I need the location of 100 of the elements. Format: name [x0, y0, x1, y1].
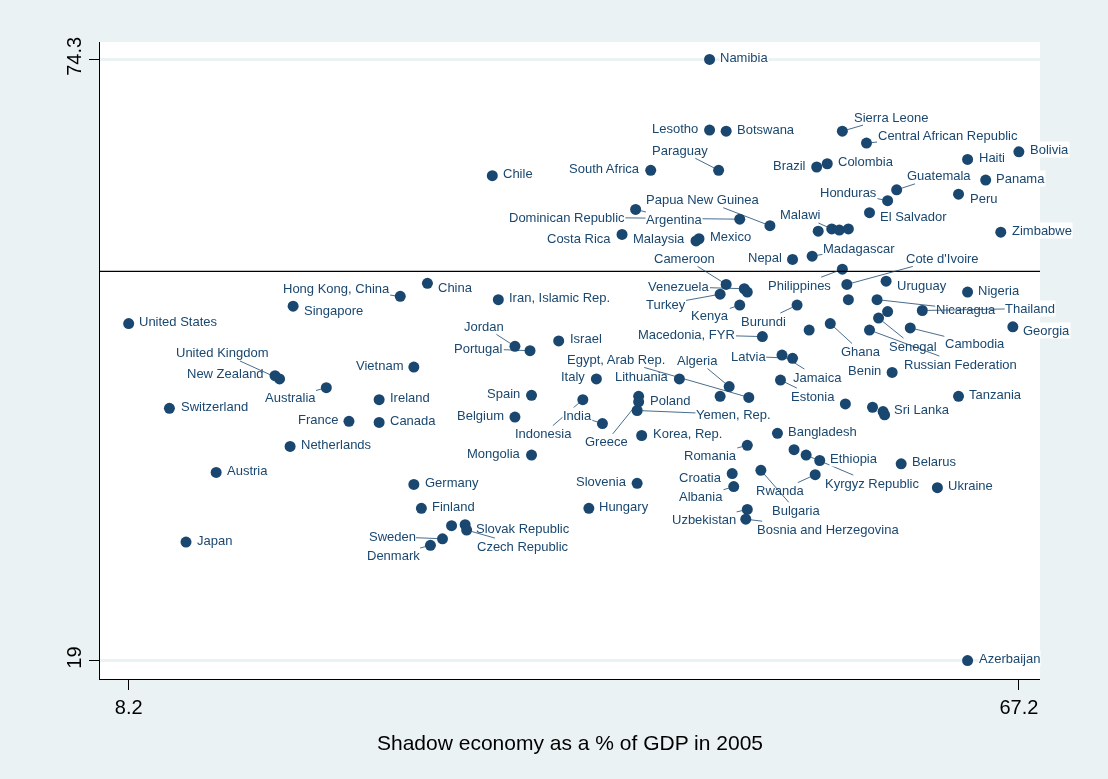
data-label: Nepal: [748, 250, 783, 265]
data-label: Guatemala: [907, 168, 972, 183]
data-label: Latvia: [731, 349, 767, 364]
data-label: Mexico: [710, 229, 752, 244]
data-label: Rwanda: [756, 483, 805, 498]
data-label: Hungary: [599, 499, 649, 514]
data-label: Iran, Islamic Rep.: [509, 290, 611, 305]
data-label: Macedonia, FYR: [638, 327, 735, 342]
data-label: United States: [139, 314, 218, 329]
data-label: Finland: [432, 499, 475, 514]
y-tick-label: 19: [63, 646, 85, 669]
data-label: Belgium: [457, 408, 504, 423]
data-label: Kyrgyz Republic: [825, 476, 920, 491]
data-label: Italy: [561, 369, 586, 384]
data-label: Nigeria: [978, 283, 1020, 298]
data-label: Portugal: [454, 341, 503, 356]
data-label: Netherlands: [301, 437, 372, 452]
data-label: Paraguay: [652, 143, 709, 158]
data-label: Cambodia: [945, 336, 1006, 351]
data-label: Lesotho: [652, 121, 699, 136]
data-label: Estonia: [791, 389, 836, 404]
data-label: Algeria: [677, 353, 719, 368]
data-label: Hong Kong, China: [283, 281, 391, 296]
data-label: Sweden: [369, 529, 416, 544]
x-tick-label: 67.2: [999, 696, 1039, 718]
data-label: Cote d'Ivoire: [906, 251, 979, 266]
data-label: Namibia: [720, 50, 769, 65]
data-label: Madagascar: [823, 241, 896, 256]
data-label: Jordan: [464, 319, 504, 334]
data-label: Korea, Rep.: [653, 426, 723, 441]
data-label: El Salvador: [880, 209, 948, 224]
data-label: Mongolia: [467, 446, 521, 461]
data-label: Yemen, Rep.: [696, 407, 771, 422]
data-label: Romania: [684, 448, 737, 463]
data-label: Papua New Guinea: [646, 192, 760, 207]
data-label: Bulgaria: [772, 503, 821, 518]
data-label: Uruguay: [897, 278, 947, 293]
data-label: Nicaragua: [936, 302, 997, 317]
data-label: Ethiopia: [830, 451, 878, 466]
data-label: France: [298, 412, 339, 427]
data-label: Slovenia: [576, 474, 627, 489]
data-label: South Africa: [569, 161, 640, 176]
data-label: Canada: [390, 413, 437, 428]
data-label: Burundi: [741, 314, 786, 329]
data-label: Belarus: [912, 454, 957, 469]
data-label: Slovak Republic: [476, 521, 570, 536]
data-label: Greece: [585, 434, 628, 449]
data-label: Benin: [848, 363, 882, 378]
data-label: Colombia: [838, 154, 894, 169]
data-label: Chile: [503, 166, 533, 181]
data-label: Switzerland: [181, 399, 249, 414]
data-label: Zimbabwe: [1012, 223, 1072, 238]
data-label: Panama: [996, 171, 1046, 186]
data-label: Germany: [425, 475, 479, 490]
data-label: Israel: [570, 331, 602, 346]
data-label: Haiti: [979, 150, 1006, 165]
data-label: Egypt, Arab Rep.: [567, 352, 666, 367]
data-label: Brazil: [773, 158, 806, 173]
data-label: Russian Federation: [904, 357, 1017, 372]
x-tick-label: 8.2: [114, 696, 143, 718]
data-label: Spain: [487, 386, 521, 401]
data-label: Czech Republic: [477, 539, 569, 554]
data-label: China: [438, 280, 473, 295]
data-label: Turkey: [646, 297, 686, 312]
data-label: Albania: [679, 489, 724, 504]
data-label: Ghana: [841, 344, 881, 359]
data-label: Cameroon: [654, 251, 715, 266]
data-label: Central African Republic: [878, 128, 1018, 143]
data-label: Japan: [197, 533, 233, 548]
data-label: United Kingdom: [176, 345, 269, 360]
data-label: Dominican Republic: [509, 210, 626, 225]
data-label: Bosnia and Herzegovina: [757, 522, 900, 537]
data-label: Ireland: [390, 390, 430, 405]
data-label: Costa Rica: [547, 231, 612, 246]
data-label: Singapore: [304, 303, 364, 318]
data-label: Ukraine: [948, 478, 993, 493]
data-label: Georgia: [1023, 323, 1071, 338]
data-label: Bangladesh: [788, 424, 857, 439]
data-label: Bolivia: [1030, 142, 1070, 157]
data-label: Uzbekistan: [672, 512, 737, 527]
data-label: Venezuela: [648, 279, 710, 294]
data-label: Philippines: [768, 278, 832, 293]
data-label: Poland: [650, 393, 691, 408]
data-label: Indonesia: [515, 426, 573, 441]
data-label: Argentina: [646, 212, 703, 227]
data-label: Croatia: [679, 470, 722, 485]
data-label: Thailand: [1005, 301, 1055, 316]
data-label: Malaysia: [633, 231, 686, 246]
data-label: Botswana: [737, 122, 795, 137]
data-label: Vietnam: [356, 358, 404, 373]
data-label: Austria: [227, 463, 269, 478]
data-label: Honduras: [820, 185, 877, 200]
y-tick-label: 74.3: [63, 36, 85, 76]
data-label: Sri Lanka: [894, 402, 950, 417]
data-label: Lithuania: [615, 369, 669, 384]
data-label: Sierra Leone: [854, 110, 929, 125]
data-label: Jamaica: [793, 370, 843, 385]
x-axis-title: Shadow economy as a % of GDP in 2005: [376, 731, 764, 755]
data-label: Peru: [970, 191, 998, 206]
data-label: India: [563, 408, 592, 423]
